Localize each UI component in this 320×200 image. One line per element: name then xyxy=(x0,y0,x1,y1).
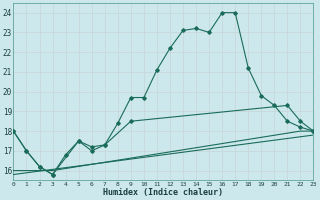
X-axis label: Humidex (Indice chaleur): Humidex (Indice chaleur) xyxy=(103,188,223,197)
